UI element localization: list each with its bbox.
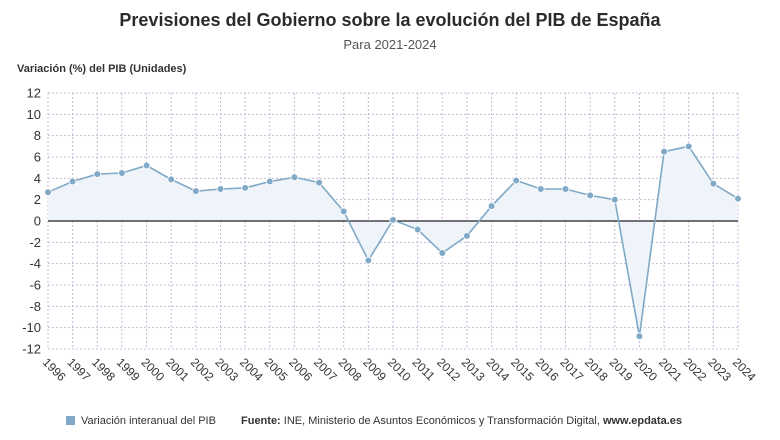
data-point-2001[interactable] [167,175,176,184]
x-tick-label-2005: 2005 [262,355,291,384]
x-tick-label-2001: 2001 [163,355,192,384]
y-tick-labels: -12 -10 -8 -6 -4 -2 0 2 4 6 8 10 12 [22,86,41,357]
data-point-2021[interactable] [660,147,668,156]
chart-footer: Variación interanual del PIB Fuente: INE… [66,415,766,427]
y-tick-label: 8 [34,128,41,143]
data-point-2018[interactable] [586,191,594,200]
data-point-2006[interactable] [290,173,299,182]
x-tick-label-1997: 1997 [65,355,94,384]
x-tick-label-2010: 2010 [385,355,414,384]
x-tick-label-2002: 2002 [188,355,217,384]
series-area-fill [48,146,738,337]
y-tick-label: 10 [27,107,41,122]
source-site[interactable]: www.epdata.es [602,415,682,427]
x-tick-label-2004: 2004 [237,355,266,384]
y-tick-label: -12 [22,342,41,357]
data-point-2016[interactable] [537,185,545,193]
x-tick-label-2015: 2015 [508,355,537,384]
x-tick-label-2018: 2018 [582,355,611,384]
data-point-2007[interactable] [315,178,323,187]
data-point-2011[interactable] [413,225,422,234]
data-point-2013[interactable] [463,232,471,240]
y-tick-label: 4 [34,171,41,186]
x-tick-label-2020: 2020 [631,355,660,384]
y-tick-label: 6 [34,150,41,165]
x-tick-label-2008: 2008 [336,355,365,384]
data-point-2024[interactable] [734,194,742,203]
data-point-2009[interactable] [364,256,373,265]
x-tick-label-2006: 2006 [286,355,315,384]
data-point-2005[interactable] [265,177,274,186]
y-tick-label: -10 [22,320,41,335]
legend-swatch [66,416,75,425]
x-tick-labels: 1996199719981999200020012002200320042005… [40,355,759,384]
x-tick-label-2023: 2023 [705,355,734,384]
source-text: INE, Ministerio de Asuntos Económicos y … [283,415,600,427]
y-tick-label: -8 [29,299,41,314]
data-point-2023[interactable] [709,179,718,188]
x-tick-label-2007: 2007 [311,355,340,384]
x-tick-label-2016: 2016 [533,355,562,384]
x-tick-label-2012: 2012 [434,355,463,384]
data-point-2008[interactable] [339,207,348,216]
data-point-1996[interactable] [44,188,52,197]
x-tick-label-2024: 2024 [730,355,759,384]
data-point-2019[interactable] [610,195,619,204]
data-point-1997[interactable] [68,177,77,186]
x-tick-label-1999: 1999 [114,355,143,384]
x-tick-label-2019: 2019 [607,355,636,384]
legend-entry[interactable]: Variación interanual del PIB [66,415,216,427]
x-tick-label-2009: 2009 [360,355,389,384]
y-tick-label: -6 [29,278,41,293]
chart-subtitle: Para 2021-2024 [343,37,437,52]
y-tick-label: -2 [29,235,41,250]
x-tick-label-2000: 2000 [138,355,167,384]
data-point-2010[interactable] [389,216,397,224]
y-tick-label: 2 [34,192,41,207]
x-tick-label-2017: 2017 [557,355,586,384]
legend-label: Variación interanual del PIB [81,415,216,427]
data-point-2020[interactable] [635,332,644,341]
y-tick-label: 0 [34,214,41,229]
data-point-1998[interactable] [93,170,102,178]
data-point-2017[interactable] [561,185,570,193]
data-point-2012[interactable] [438,249,447,257]
data-point-2002[interactable] [192,187,200,195]
x-tick-label-2014: 2014 [483,355,512,384]
data-point-2003[interactable] [216,185,225,193]
data-point-1999[interactable] [118,169,126,177]
x-tick-label-2022: 2022 [681,355,710,384]
data-point-2004[interactable] [241,184,249,192]
data-point-2014[interactable] [487,202,496,210]
data-point-2000[interactable] [142,161,151,170]
y-tick-label: -4 [29,256,41,271]
data-points [44,142,742,341]
data-point-2022[interactable] [684,142,693,151]
x-tick-label-2021: 2021 [656,355,685,384]
x-tick-label-2013: 2013 [459,355,488,384]
chart-title: Previsiones del Gobierno sobre la evoluc… [119,10,661,30]
x-tick-label-2003: 2003 [212,355,241,384]
x-tick-label-2011: 2011 [410,355,438,383]
y-tick-label: 12 [27,86,41,101]
y-axis-label: Variación (%) del PIB (Unidades) [17,63,187,75]
source-label: Fuente: [241,415,281,427]
data-point-2015[interactable] [512,176,521,185]
x-tick-label-1998: 1998 [89,355,118,384]
x-tick-label-1996: 1996 [40,355,69,384]
